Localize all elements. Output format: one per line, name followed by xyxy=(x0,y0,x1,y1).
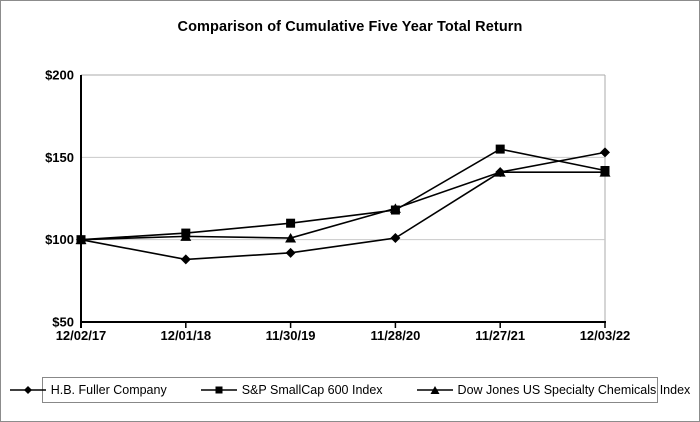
square-marker-icon xyxy=(181,228,191,238)
legend: H.B. Fuller Company S&P SmallCap 600 Ind… xyxy=(9,377,690,403)
legend-label: H.B. Fuller Company xyxy=(50,383,167,397)
y-tick-label: $100 xyxy=(45,232,74,247)
square-marker-icon xyxy=(600,166,610,176)
legend-marker-shape xyxy=(430,386,440,394)
x-tick-label: 12/03/22 xyxy=(580,328,631,343)
x-tick-label: 11/30/19 xyxy=(266,328,316,343)
x-tick-label: 12/01/18 xyxy=(160,328,211,343)
diamond-marker-icon xyxy=(600,147,610,158)
diamond-marker-icon xyxy=(180,254,191,265)
series-line-triangle xyxy=(80,171,605,241)
diamond-marker-icon xyxy=(285,247,296,258)
square-marker-icon xyxy=(286,218,296,228)
diamond-marker-icon xyxy=(9,386,46,394)
series-line-square xyxy=(80,148,606,241)
square-marker-icon xyxy=(390,205,400,215)
x-tick-label: 12/02/17 xyxy=(56,328,107,343)
y-tick-label: $50 xyxy=(52,315,74,330)
x-tick-label: 11/27/21 xyxy=(475,328,525,343)
diamond-marker-icon xyxy=(495,167,506,178)
y-tick-label: $150 xyxy=(45,150,74,165)
square-marker-icon xyxy=(200,386,237,394)
legend-label: Dow Jones US Specialty Chemicals Index xyxy=(457,383,691,397)
legend-marker-shape xyxy=(23,386,32,394)
diamond-marker-icon xyxy=(76,234,86,245)
diamond-marker-icon xyxy=(390,233,401,244)
triangle-marker-icon xyxy=(416,386,453,394)
legend-label: S&P SmallCap 600 Index xyxy=(241,383,383,397)
legend-item-sp-smallcap: S&P SmallCap 600 Index xyxy=(200,383,383,397)
y-tick-label: $200 xyxy=(45,68,74,83)
legend-marker-shape xyxy=(215,386,223,394)
legend-item-dow-jones: Dow Jones US Specialty Chemicals Index xyxy=(416,383,691,397)
chart-title: Comparison of Cumulative Five Year Total… xyxy=(177,19,523,35)
legend-item-hb-fuller: H.B. Fuller Company xyxy=(9,383,167,397)
square-marker-icon xyxy=(495,144,505,154)
x-tick-label: 11/28/20 xyxy=(370,328,420,343)
series-line-diamond xyxy=(80,151,606,261)
triangle-marker-icon xyxy=(285,233,297,243)
